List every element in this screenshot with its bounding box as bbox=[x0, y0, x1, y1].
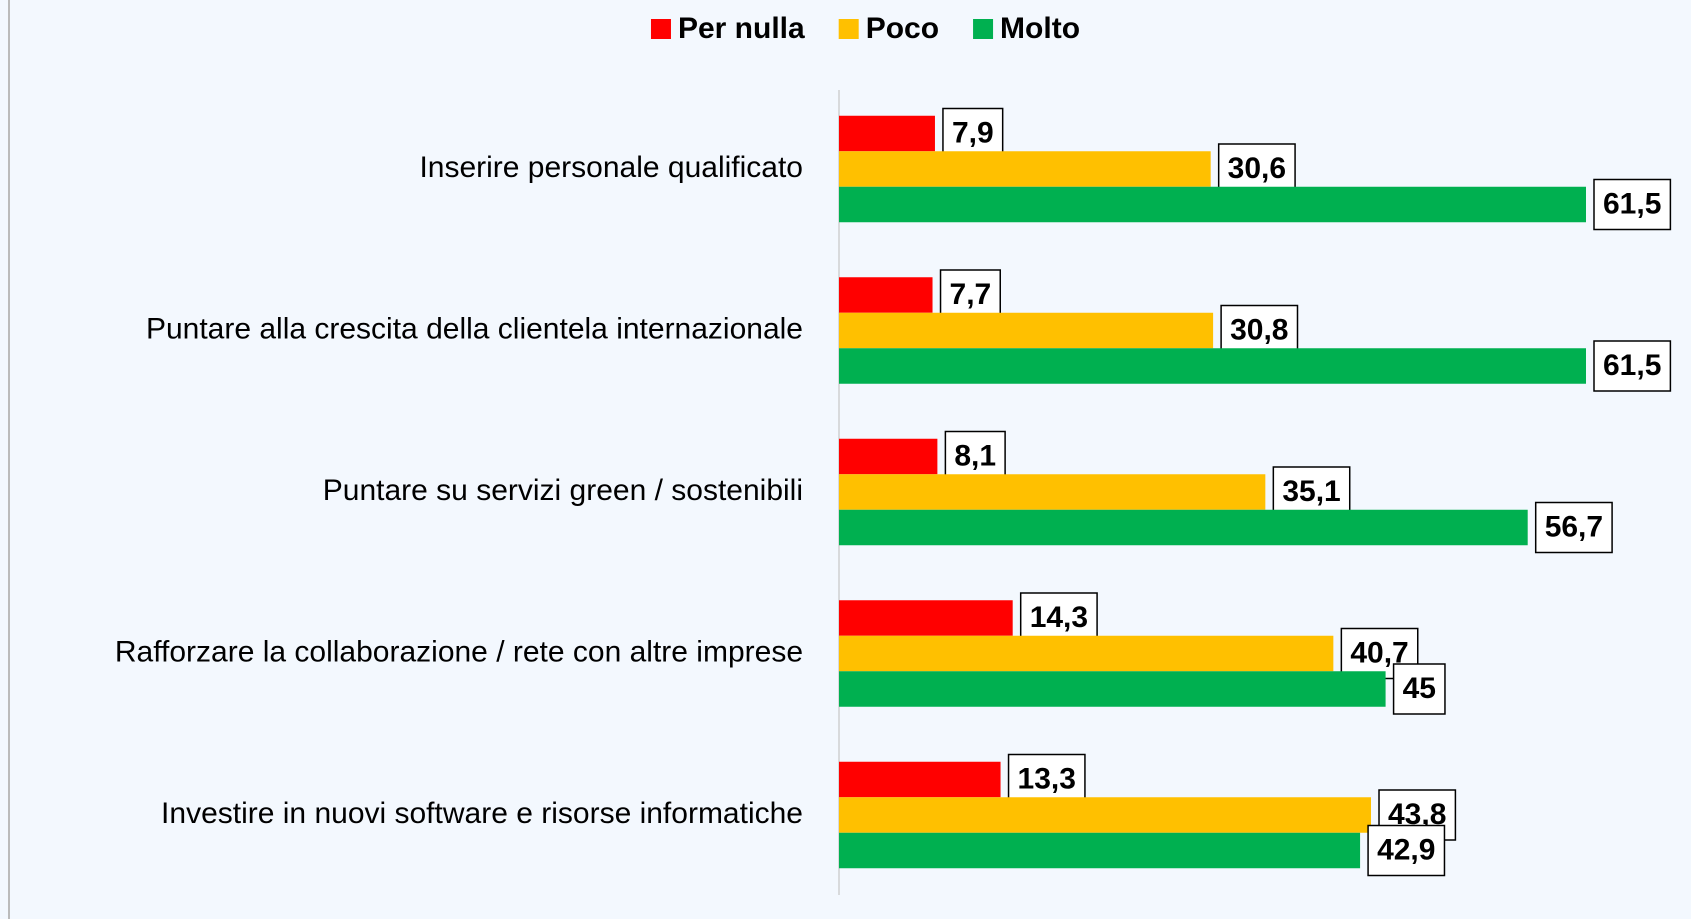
data-label-text: 8,1 bbox=[954, 439, 996, 472]
data-label-text: 42,9 bbox=[1377, 833, 1435, 866]
data-label-box bbox=[942, 107, 1004, 160]
data-label-box bbox=[1019, 592, 1098, 644]
data-label: 45 bbox=[1392, 663, 1446, 715]
legend-label: Molto bbox=[1000, 12, 1080, 45]
category-label: Puntare su servizi green / sostenibili bbox=[323, 474, 803, 507]
data-label: 42,9 bbox=[1367, 824, 1446, 877]
bar bbox=[839, 600, 1013, 636]
data-label: 30,6 bbox=[1217, 143, 1296, 195]
legend-swatch bbox=[838, 19, 859, 39]
bar bbox=[839, 186, 1586, 223]
data-label-text: 14,3 bbox=[1030, 601, 1088, 634]
data-label-text: 7,9 bbox=[952, 116, 994, 149]
category-label: Inserire personale qualificato bbox=[419, 151, 803, 184]
bar bbox=[839, 474, 1266, 510]
data-label-box bbox=[1593, 178, 1672, 231]
data-label: 35,1 bbox=[1272, 466, 1351, 518]
data-label-text: 30,8 bbox=[1230, 313, 1288, 346]
legend: Per nulla Poco Molto bbox=[650, 12, 1080, 45]
data-label: 56,7 bbox=[1534, 501, 1613, 554]
data-label-box bbox=[944, 430, 1006, 483]
data-label-text: 61,5 bbox=[1603, 349, 1661, 382]
data-label-box bbox=[1534, 501, 1613, 554]
data-label-text: 45 bbox=[1403, 672, 1436, 705]
data-label-box bbox=[1593, 340, 1672, 392]
category-label: Investire in nuovi software e risorse in… bbox=[161, 797, 803, 830]
bar bbox=[839, 635, 1334, 672]
data-label-text: 30,6 bbox=[1228, 152, 1286, 185]
data-label: 14,3 bbox=[1019, 592, 1098, 644]
data-label-text: 13,3 bbox=[1018, 762, 1076, 795]
category-label: Puntare alla crescita della clientela in… bbox=[146, 312, 803, 345]
legend-swatch bbox=[650, 19, 671, 39]
data-label: 30,8 bbox=[1220, 304, 1299, 357]
legend-swatch bbox=[973, 19, 994, 39]
data-label-text: 61,5 bbox=[1603, 187, 1661, 220]
category-label: Rafforzare la collaborazione / rete con … bbox=[115, 635, 803, 668]
bar bbox=[839, 438, 938, 475]
bar bbox=[839, 509, 1528, 546]
data-label-box bbox=[1272, 466, 1351, 518]
data-label: 7,7 bbox=[939, 269, 1001, 321]
data-label-box bbox=[1367, 824, 1446, 877]
bar bbox=[839, 312, 1214, 349]
data-label: 7,9 bbox=[942, 107, 1004, 160]
data-label: 61,5 bbox=[1593, 340, 1672, 392]
bar bbox=[839, 671, 1386, 707]
bar bbox=[839, 277, 933, 313]
bar bbox=[839, 115, 935, 152]
data-label-box bbox=[939, 269, 1001, 321]
bar bbox=[839, 832, 1361, 869]
data-label-box bbox=[1392, 663, 1446, 715]
bar bbox=[839, 348, 1586, 384]
data-label-text: 56,7 bbox=[1545, 510, 1603, 543]
bar bbox=[839, 151, 1211, 187]
data-label: 13,3 bbox=[1007, 753, 1086, 806]
data-label-box bbox=[1220, 304, 1299, 357]
bar bbox=[839, 761, 1001, 798]
data-label: 8,1 bbox=[944, 430, 1006, 483]
legend-label: Per nulla bbox=[678, 12, 805, 45]
data-label-text: 35,1 bbox=[1282, 475, 1340, 508]
data-label-text: 7,7 bbox=[950, 278, 992, 311]
bar bbox=[839, 797, 1372, 833]
legend-label: Poco bbox=[866, 12, 939, 45]
data-label: 61,5 bbox=[1593, 178, 1672, 231]
